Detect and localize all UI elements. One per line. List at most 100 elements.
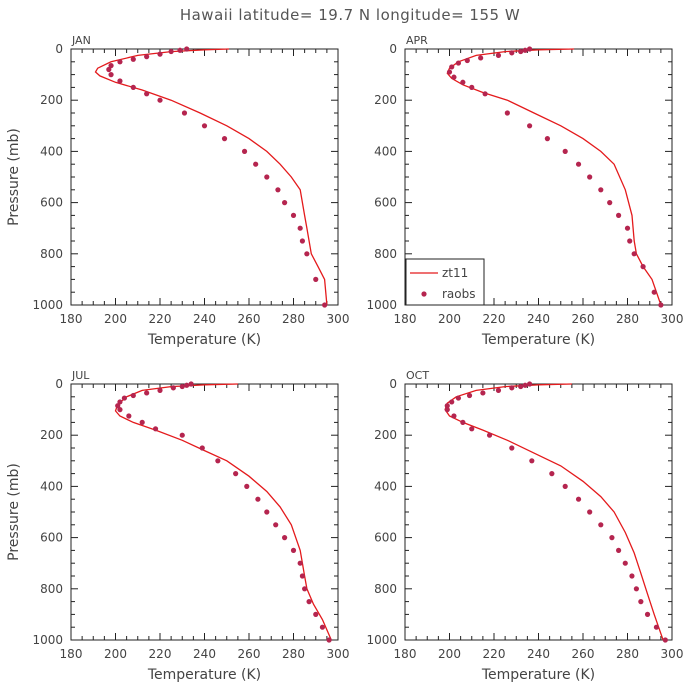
obs-point <box>313 276 319 282</box>
obs-point <box>622 560 628 566</box>
obs-point <box>130 56 136 62</box>
obs-point <box>451 413 457 419</box>
obs-point <box>304 251 310 257</box>
obs-point <box>486 432 493 438</box>
obs-point <box>306 599 312 605</box>
obs-point <box>469 84 475 90</box>
panel-label: JUL <box>71 369 90 382</box>
obs-point <box>144 91 150 97</box>
obs-point <box>299 238 305 244</box>
obs-point <box>651 289 657 295</box>
x-tick-label: 300 <box>661 647 684 661</box>
x-tick-label: 180 <box>60 647 83 661</box>
obs-point <box>562 483 568 489</box>
obs-point <box>302 586 308 592</box>
obs-point <box>326 637 332 643</box>
obs-point <box>631 251 637 257</box>
obs-point <box>616 547 622 554</box>
y-axis-label: Pressure (mb) <box>6 463 22 561</box>
y-tick-label: 0 <box>55 377 63 391</box>
x-tick-label: 280 <box>282 647 305 661</box>
plot-frame <box>70 383 339 641</box>
obs-point <box>157 387 163 393</box>
obs-point <box>144 390 150 396</box>
y-tick-label: 200 <box>40 428 63 442</box>
obs-point <box>575 496 582 502</box>
obs-point <box>319 624 326 630</box>
obs-point <box>644 611 651 618</box>
y-tick-label: 0 <box>389 42 397 56</box>
obs-point <box>544 136 551 142</box>
obs-point <box>518 48 524 55</box>
legend: zt11 raobs <box>405 258 485 306</box>
obs-point <box>522 382 528 388</box>
obs-point <box>466 392 473 399</box>
obs-point <box>282 535 288 541</box>
obs-point <box>106 66 112 73</box>
obs-point <box>509 50 515 56</box>
obs-point <box>587 509 593 515</box>
x-tick-label: 240 <box>527 312 550 326</box>
obs-point <box>616 212 622 218</box>
obs-point <box>152 426 159 432</box>
y-tick-label: 600 <box>40 196 63 210</box>
x-tick-label: 220 <box>149 312 172 326</box>
obs-point <box>638 599 644 605</box>
obs-point <box>478 55 484 61</box>
plot-frame <box>70 48 339 306</box>
x-tick-label: 280 <box>282 312 305 326</box>
x-axis-label: Temperature (K) <box>481 667 595 683</box>
x-tick-label: 240 <box>527 647 550 661</box>
x-tick-label: 300 <box>661 312 684 326</box>
obs-point <box>662 637 668 643</box>
x-tick-label: 280 <box>616 312 639 326</box>
obs-point <box>130 392 136 399</box>
legend-dot-swatch <box>421 291 427 297</box>
y-tick-label: 800 <box>374 247 397 261</box>
obs-point <box>495 52 502 59</box>
y-tick-label: 400 <box>374 479 397 493</box>
series-line-zt11 <box>444 383 664 641</box>
obs-point <box>451 74 457 80</box>
x-tick-label: 180 <box>394 647 417 661</box>
obs-point <box>181 110 188 116</box>
y-tick-label: 400 <box>374 144 397 158</box>
series-line-zt11 <box>94 48 328 306</box>
obs-point <box>157 51 163 57</box>
obs-point <box>455 60 461 66</box>
x-tick-label: 200 <box>104 312 127 326</box>
obs-point <box>297 225 303 231</box>
obs-point <box>598 187 604 193</box>
obs-point <box>126 413 132 419</box>
obs-point <box>264 174 270 180</box>
y-tick-label: 800 <box>40 582 63 596</box>
obs-point <box>201 123 208 129</box>
obs-point <box>168 48 174 55</box>
obs-point <box>464 57 470 64</box>
obs-point <box>460 419 466 425</box>
obs-point <box>215 458 221 464</box>
obs-point <box>275 187 281 193</box>
panel-apr: APR 180 200 220 240 260 280 300 0 200 400 600 800 100… <box>366 34 683 348</box>
x-tick-label: 240 <box>193 312 216 326</box>
x-tick-label: 220 <box>149 647 172 661</box>
obs-point <box>117 399 123 405</box>
obs-point <box>518 383 524 390</box>
obs-point <box>117 78 123 84</box>
obs-point <box>188 381 194 387</box>
x-tick-label: 260 <box>238 647 261 661</box>
panel-oct: OCT 180 200 220 240 260 280 300 0 200 400 600 800 100… <box>366 369 683 683</box>
y-tick-label: 0 <box>55 42 63 56</box>
obs-point <box>255 496 261 502</box>
y-tick-label: 800 <box>374 582 397 596</box>
x-axis-label: Temperature (K) <box>481 332 595 348</box>
obs-point <box>469 426 475 432</box>
y-tick-label: 400 <box>40 479 63 493</box>
obs-point <box>290 212 297 218</box>
obs-point <box>624 225 631 231</box>
obs-point <box>575 161 582 167</box>
obs-point <box>177 47 183 53</box>
obs-point <box>653 624 660 630</box>
obs-point <box>522 47 528 53</box>
